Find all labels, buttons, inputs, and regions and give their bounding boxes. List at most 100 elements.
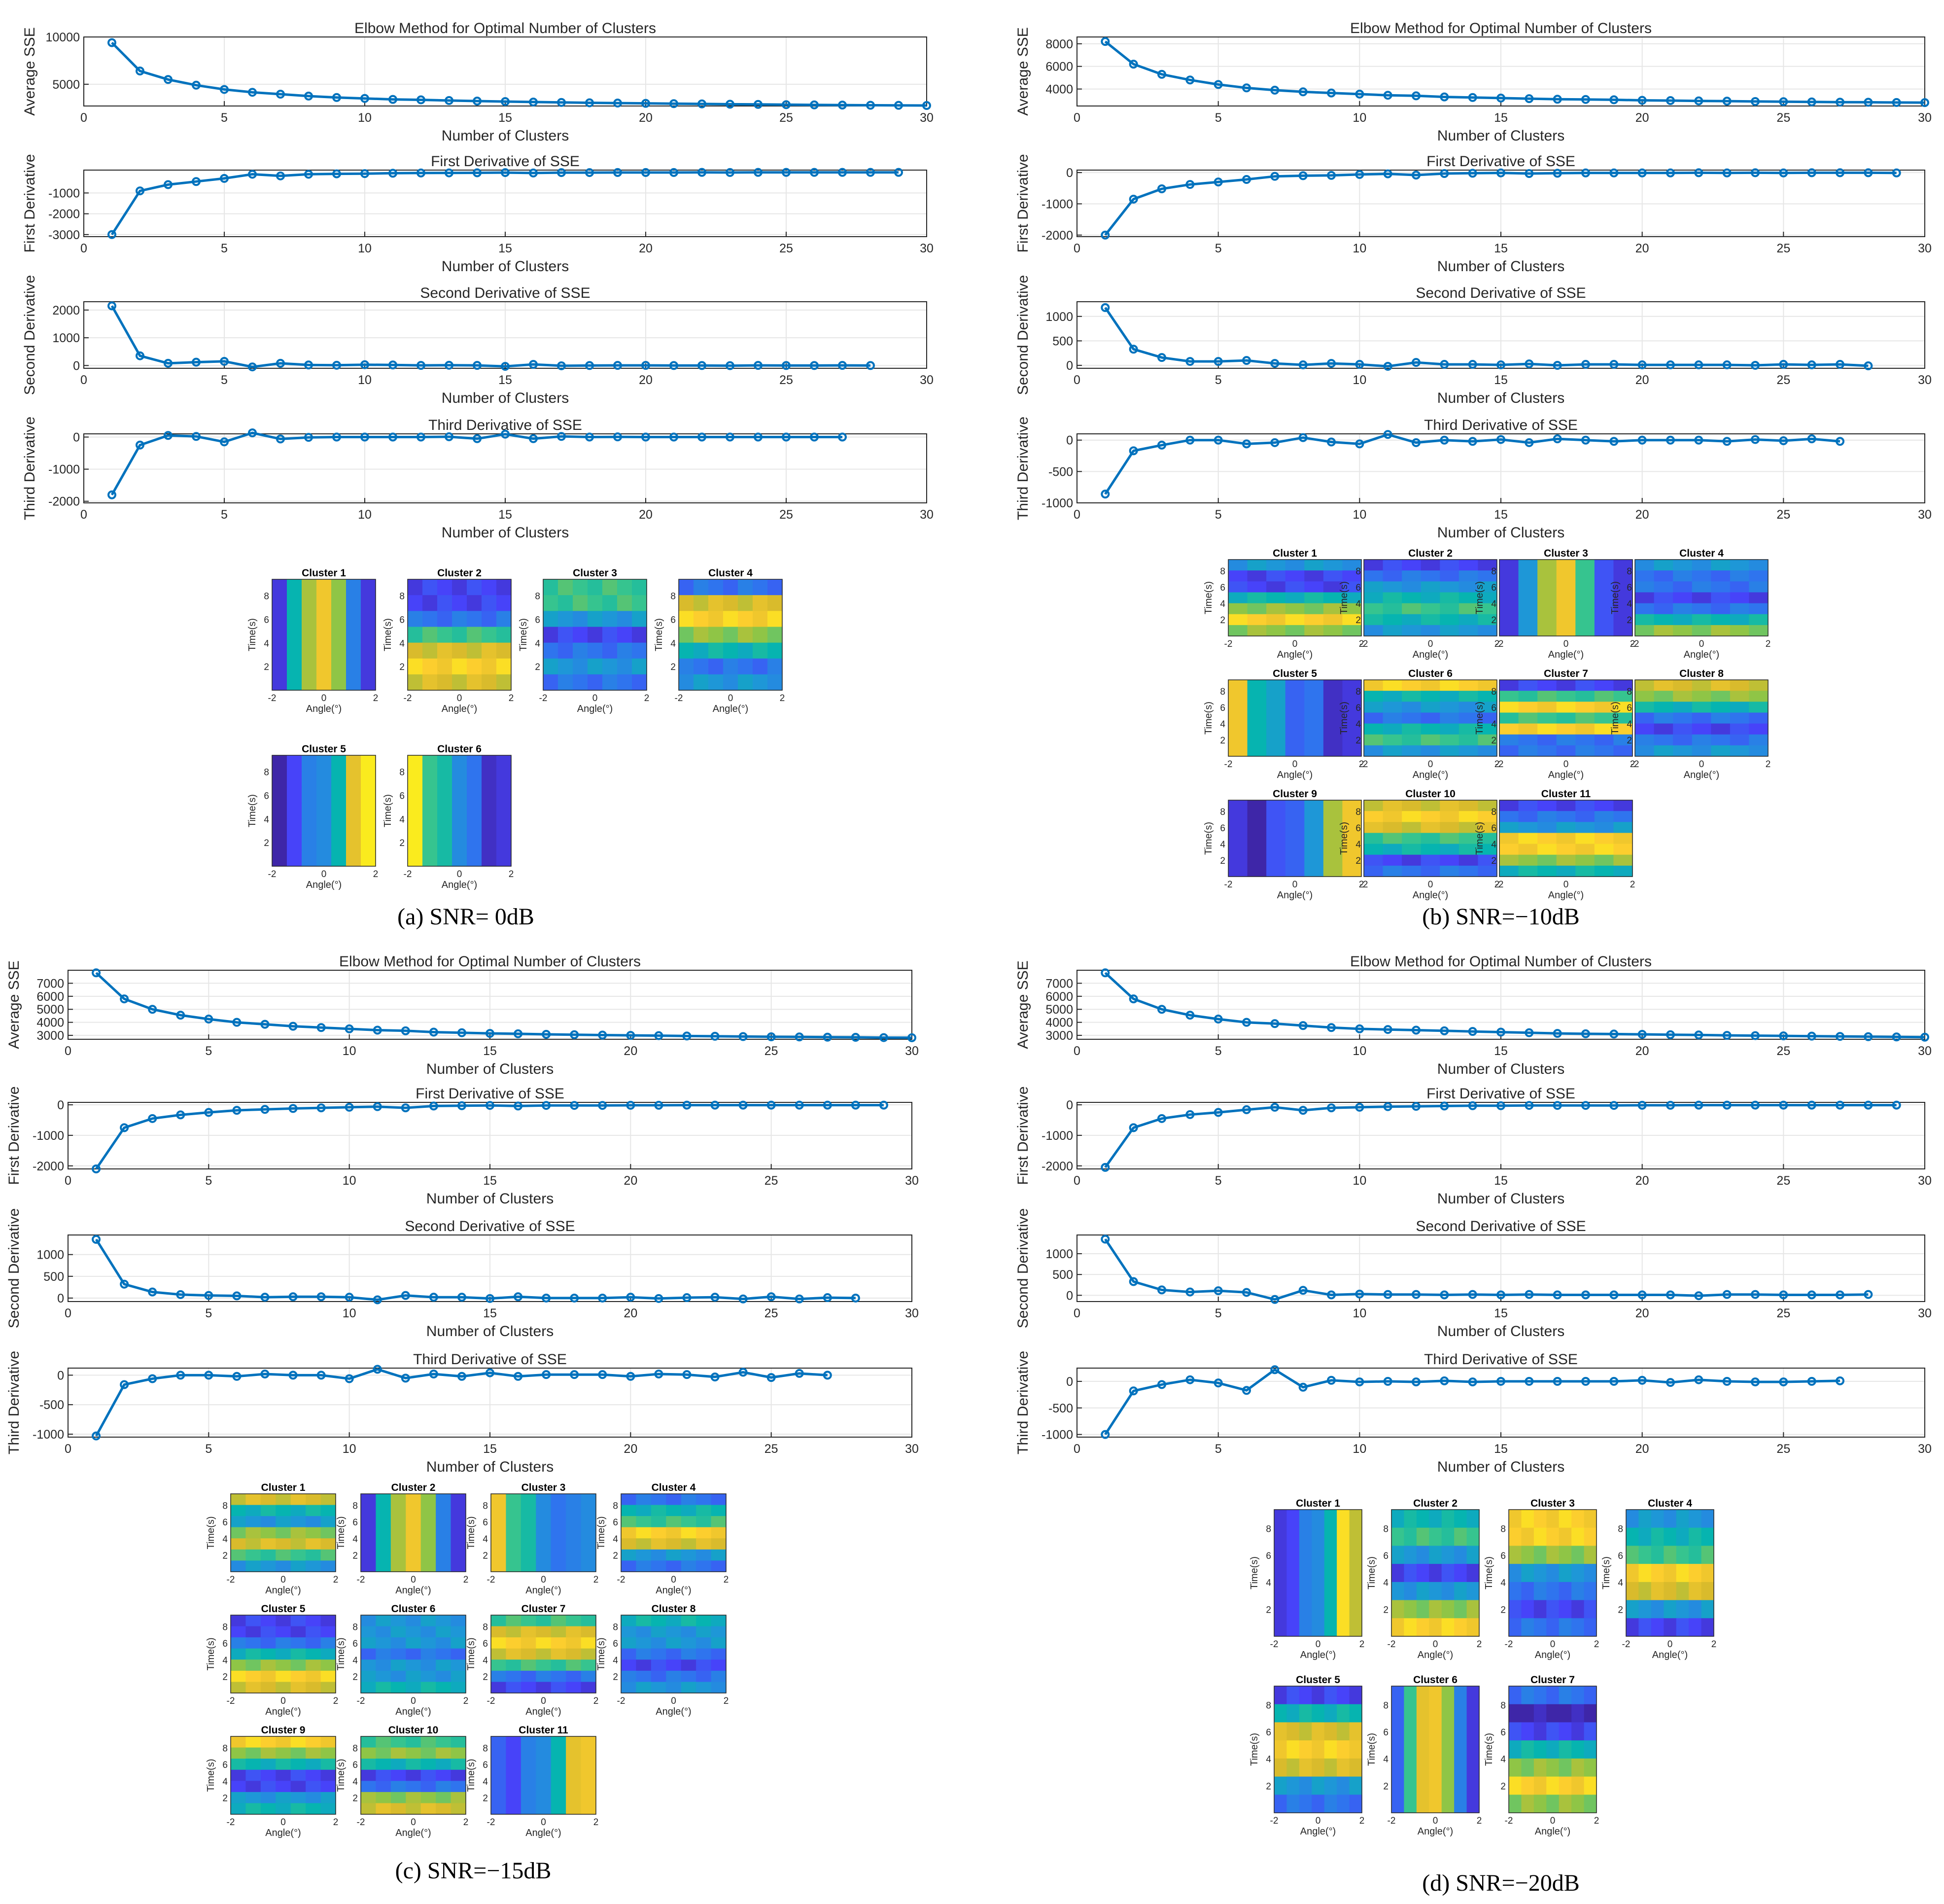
data-point bbox=[1609, 1101, 1619, 1110]
data-point bbox=[766, 1100, 776, 1110]
heatmap-cell bbox=[1537, 811, 1557, 822]
data-point bbox=[823, 1032, 832, 1042]
heatmap-cell bbox=[245, 1516, 261, 1528]
heatmap-cell bbox=[723, 595, 738, 611]
data-point bbox=[1242, 1105, 1251, 1114]
data-point bbox=[585, 432, 594, 442]
heatmap-x-label: Angle(°) bbox=[395, 1828, 431, 1838]
heatmap-cell bbox=[1266, 844, 1286, 855]
heatmap-cell bbox=[1571, 1740, 1585, 1759]
x-tick-label: 30 bbox=[905, 1442, 919, 1456]
heatmap-cell bbox=[422, 674, 438, 691]
heatmap-cell bbox=[496, 611, 512, 628]
heatmap-cell bbox=[361, 642, 376, 659]
heatmap-frame bbox=[621, 1493, 727, 1572]
data-point bbox=[1468, 169, 1477, 178]
heatmap-cell bbox=[1324, 1618, 1337, 1637]
heatmap-cell bbox=[521, 1682, 536, 1693]
heatmap-cell bbox=[302, 803, 317, 819]
heatmap-cell bbox=[581, 1516, 596, 1528]
data-point bbox=[276, 434, 285, 444]
heatmap-cell bbox=[1324, 1564, 1337, 1583]
heatmap-cell bbox=[1364, 822, 1384, 834]
heatmap-cell bbox=[1383, 560, 1402, 571]
heatmap-cell bbox=[1364, 723, 1384, 735]
y-axis-label: Third Derivative bbox=[1015, 1351, 1031, 1454]
heatmap-cell bbox=[666, 1505, 682, 1516]
heatmap-y-tick-label: 2 bbox=[535, 662, 540, 672]
heatmap-cell bbox=[1518, 745, 1538, 757]
heatmap-cell bbox=[1323, 592, 1343, 604]
series-line bbox=[1104, 171, 1897, 236]
heatmap-cell bbox=[1421, 865, 1440, 877]
heatmap-cell bbox=[231, 1538, 246, 1550]
y-tick-label: 1000 bbox=[52, 331, 80, 345]
data-point bbox=[107, 38, 116, 47]
heatmap-cell bbox=[1299, 1686, 1312, 1705]
heatmap-y-tick-label: 8 bbox=[222, 1622, 228, 1633]
heatmap-title: Cluster 4 bbox=[652, 1482, 696, 1493]
data-point bbox=[445, 432, 453, 441]
heatmap-cell bbox=[302, 674, 317, 691]
heatmap-cell bbox=[1478, 680, 1497, 691]
heatmap-cell bbox=[1286, 1740, 1300, 1759]
y-tick-label: 0 bbox=[1066, 1289, 1073, 1303]
heatmap-cell bbox=[1559, 1510, 1572, 1528]
data-point bbox=[1722, 437, 1732, 446]
heatmap-cell bbox=[1429, 1510, 1442, 1528]
data-point bbox=[1298, 171, 1308, 180]
heatmap-cell bbox=[331, 755, 347, 772]
heatmap-x-tick-label: 0 bbox=[541, 1575, 546, 1585]
heatmap-cell bbox=[306, 1769, 321, 1781]
heatmap-cell bbox=[617, 658, 632, 675]
heatmap-cell bbox=[1391, 1686, 1405, 1705]
heatmap-frame bbox=[1228, 800, 1362, 877]
heatmap-frame bbox=[1228, 679, 1362, 757]
heatmap-cell bbox=[452, 611, 467, 628]
heatmap-cell bbox=[1247, 603, 1267, 615]
heatmap-cell bbox=[1635, 614, 1655, 626]
x-axis-label: Number of Clusters bbox=[426, 1459, 554, 1475]
heatmap-cell bbox=[573, 674, 588, 691]
data-point bbox=[486, 1294, 494, 1303]
heatmap-cell bbox=[617, 611, 632, 628]
data-point bbox=[542, 1293, 551, 1303]
heatmap-cell bbox=[1364, 702, 1384, 713]
x-tick-label: 0 bbox=[65, 1306, 71, 1320]
heatmap-y-label: Time(s) bbox=[1203, 581, 1214, 614]
heatmap-cell bbox=[1421, 822, 1440, 834]
heatmap-cell bbox=[1635, 691, 1655, 702]
heatmap-cell bbox=[1342, 745, 1362, 757]
heatmap-cell bbox=[1613, 560, 1633, 571]
series-line bbox=[1104, 1104, 1897, 1168]
heatmap-title: Cluster 3 bbox=[1530, 1498, 1575, 1509]
heatmap-cell bbox=[551, 1637, 566, 1649]
heatmap-cell bbox=[361, 1505, 377, 1516]
heatmap-cell bbox=[420, 1505, 436, 1516]
heatmap-cell bbox=[302, 818, 317, 835]
heatmap-y-tick-label: 2 bbox=[1500, 1781, 1506, 1792]
heatmap-cell bbox=[361, 1615, 377, 1627]
data-point bbox=[1581, 1029, 1590, 1038]
heatmap-y-tick-label: 8 bbox=[535, 592, 540, 602]
heatmap-cell bbox=[1692, 625, 1711, 636]
data-point bbox=[795, 1369, 804, 1378]
heatmap-cell bbox=[1266, 723, 1286, 735]
data-point bbox=[1383, 1290, 1392, 1299]
heatmap-cell bbox=[346, 595, 361, 611]
heatmap-cell bbox=[1537, 592, 1557, 604]
heatmap-y-label: Time(s) bbox=[1203, 702, 1214, 735]
x-axis-label: Number of Clusters bbox=[442, 128, 569, 144]
heatmap-cell bbox=[260, 1615, 276, 1627]
heatmap-cell bbox=[506, 1747, 521, 1759]
heatmap-cell bbox=[1537, 581, 1557, 593]
heatmap-cell bbox=[451, 1516, 466, 1528]
heatmap-cell bbox=[1533, 1582, 1547, 1601]
x-tick-label: 30 bbox=[1918, 1306, 1932, 1320]
heatmap-cell bbox=[1673, 712, 1693, 724]
heatmap-cell bbox=[1730, 614, 1750, 626]
data-point bbox=[710, 1293, 720, 1302]
